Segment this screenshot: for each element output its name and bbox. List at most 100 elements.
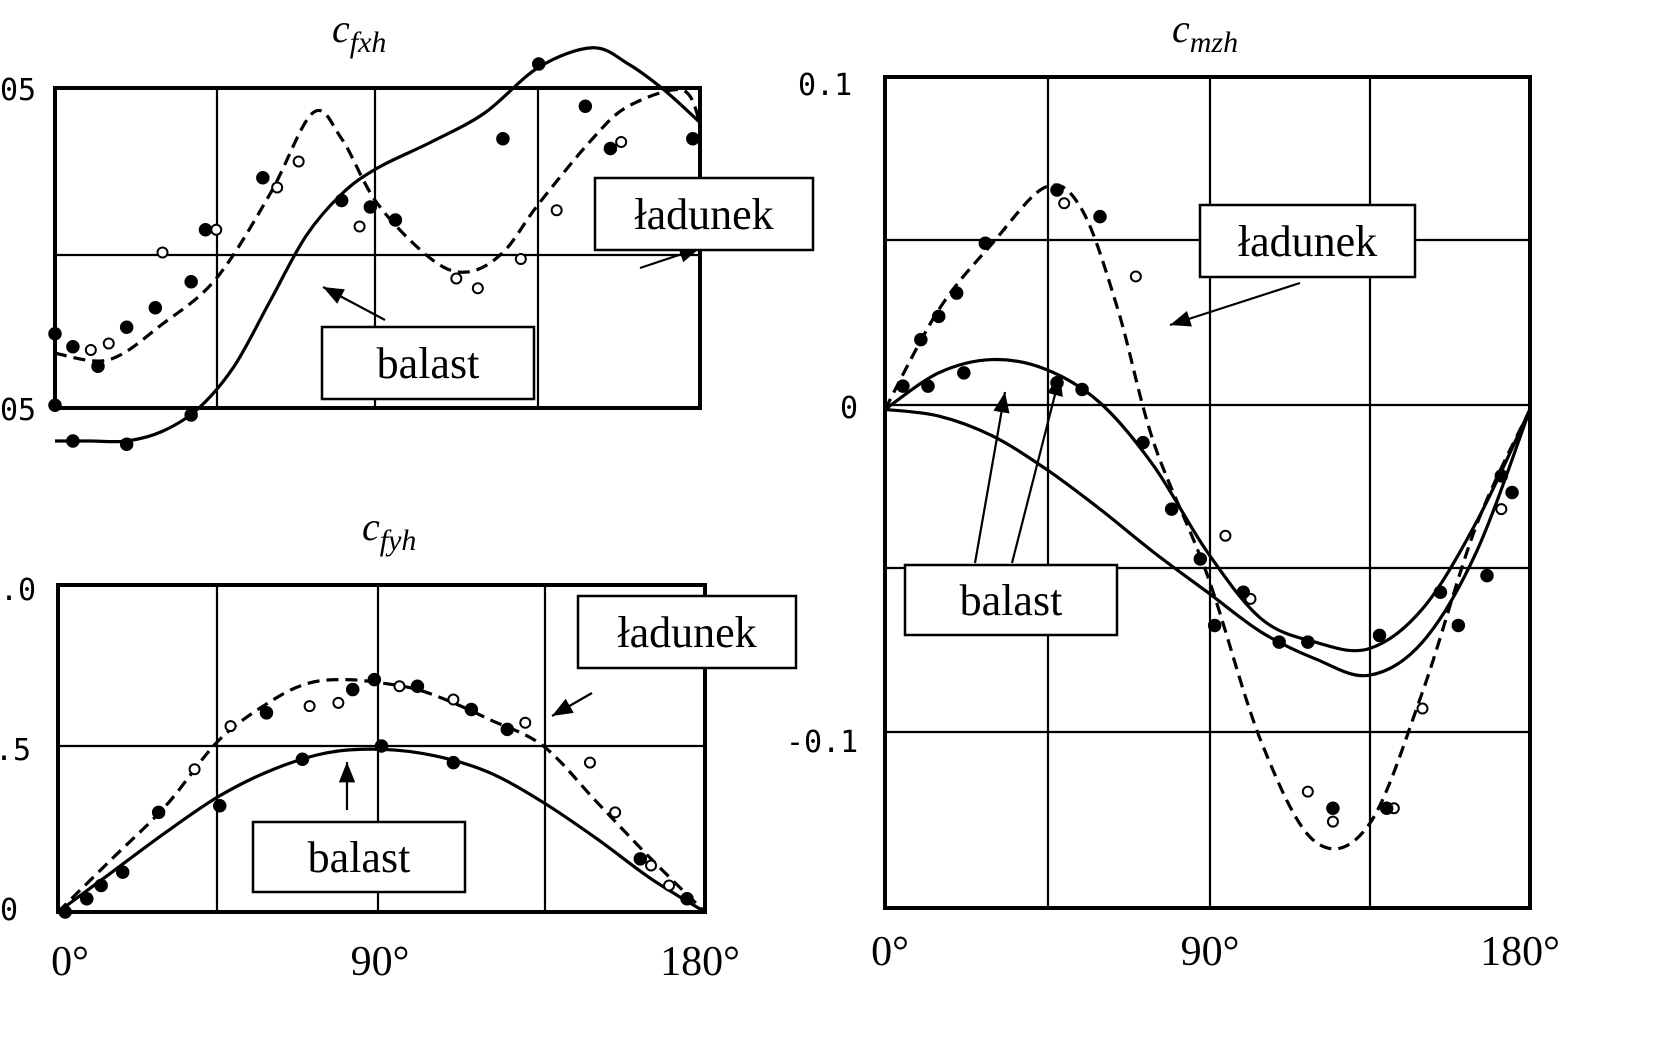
cmzh-marker-open-0	[1058, 197, 1071, 210]
cfyh-marker-filled-0	[58, 905, 72, 919]
cfyh-marker-filled-5	[213, 799, 227, 813]
cfyh-marker-filled-4	[151, 805, 166, 820]
cmzh-marker-filled-14	[1451, 618, 1466, 633]
cfxh-marker-filled-1	[48, 398, 62, 412]
cfxh-marker-open-8	[471, 282, 484, 295]
cfyh-marker-filled-2	[94, 878, 108, 893]
cmzh-marker-filled-2	[932, 309, 946, 324]
cmzh-xtick-2: 180°	[1480, 929, 1560, 975]
cfxh-annotation-box-0	[593, 176, 815, 252]
cmzh-ytick-0: 0.1	[798, 68, 852, 103]
cmzh-marker-filled-18	[957, 366, 971, 380]
cfyh-marker-open-0	[188, 763, 201, 776]
cfyh-marker-open-10	[663, 879, 676, 892]
cfxh-marker-filled-18	[119, 437, 134, 451]
cfxh-marker-open-1	[102, 337, 115, 350]
cfyh-marker-filled-15	[633, 852, 648, 866]
cfxh-marker-filled-8	[256, 171, 270, 185]
cmzh-marker-filled-1	[914, 332, 928, 347]
cmzh-marker-filled-5	[1050, 183, 1064, 197]
cmzh-annotation-1: balast	[960, 576, 1063, 625]
cfyh-ytick-1: .5	[0, 733, 31, 768]
cmzh-annotation-0: ładunek	[1238, 217, 1377, 266]
cmzh-marker-open-8	[1495, 503, 1508, 516]
cfxh-marker-filled-7	[198, 223, 213, 237]
cmzh-marker-filled-12	[1326, 801, 1340, 816]
cmzh-series-2	[884, 407, 1532, 678]
cmzh-marker-filled-17	[921, 379, 935, 393]
cfyh-title: cfyh	[362, 504, 416, 557]
cmzh-marker-open-1	[1129, 270, 1142, 283]
cfyh-arrowhead-0-0	[552, 698, 574, 716]
cmzh-marker-open-2	[1219, 529, 1232, 542]
cmzh-marker-filled-9	[1207, 618, 1222, 633]
cmzh-annotation-box-1	[903, 563, 1119, 637]
cmzh-xtick-0: 0°	[871, 929, 909, 975]
cfyh-xtick-1: 90°	[351, 939, 410, 985]
cfyh-panel: cfyh .0 .5 0 0° 90° 180° ładunek balast	[0, 504, 798, 985]
cfxh-marker-filled-16	[686, 132, 700, 146]
cmzh-arrowhead-1-1	[1047, 375, 1063, 397]
cmzh-marker-filled-3	[949, 286, 964, 300]
cfyh-ytick-0: .0	[0, 573, 36, 608]
cmzh-marker-filled-11	[1272, 635, 1286, 649]
cfxh-marker-filled-9	[334, 193, 349, 208]
cmzh-marker-filled-20	[1075, 382, 1089, 397]
cfxh-marker-open-2	[156, 246, 169, 259]
cfyh-marker-filled-1	[80, 891, 94, 906]
cmzh-arrow-1-1	[1010, 374, 1062, 564]
cfxh-marker-open-4	[271, 181, 284, 194]
cfxh-annotation-box-1	[320, 325, 536, 401]
cfyh-marker-filled-3	[115, 865, 130, 879]
cfxh-marker-filled-4	[119, 320, 134, 334]
cfxh-marker-open-5	[292, 155, 305, 168]
cfyh-marker-filled-10	[464, 702, 479, 717]
cfxh-marker-open-11	[615, 136, 628, 148]
cfxh-arrowhead-1-0	[323, 287, 345, 304]
cfyh-marker-open-3	[332, 696, 345, 709]
cfyh-series-0	[56, 677, 707, 914]
cmzh-ytick-1: 0	[840, 391, 858, 426]
cfyh-annotation-1: balast	[308, 833, 411, 882]
cmzh-xtick-1: 90°	[1181, 929, 1240, 975]
cfyh-marker-open-5	[447, 693, 460, 706]
cfxh-marker-filled-6	[184, 275, 198, 289]
cfxh-marker-filled-5	[148, 301, 163, 315]
cmzh-marker-filled-8	[1193, 552, 1208, 566]
cmzh-marker-filled-16	[1505, 485, 1519, 500]
cmzh-arrowhead-1-0	[993, 392, 1010, 414]
cfxh-marker-filled-19	[184, 408, 198, 422]
cfyh-marker-open-6	[519, 716, 532, 729]
cfxh-marker-filled-12	[496, 132, 510, 146]
cfyh-marker-filled-14	[446, 755, 461, 770]
cfyh-annotation-box-0	[576, 594, 798, 670]
cfxh-panel: cfxh05005ładunekbalast	[0, 6, 815, 451]
cfyh-marker-open-1	[224, 720, 237, 733]
cfxh-marker-filled-0	[48, 327, 62, 341]
cmzh-arrow-1-0	[973, 391, 1007, 564]
cmzh-marker-filled-24	[1433, 585, 1448, 599]
cfxh-marker-open-9	[514, 253, 527, 265]
cfyh-marker-open-2	[303, 700, 316, 713]
cmzh-marker-filled-13	[1379, 801, 1394, 816]
cfxh-marker-filled-11	[388, 213, 403, 227]
cfyh-annotation-box-1	[251, 820, 467, 894]
cfyh-marker-open-9	[645, 859, 658, 872]
cfxh-ytick-2: 05	[0, 393, 36, 428]
cfxh-marker-filled-17	[66, 434, 80, 448]
cfyh-marker-filled-13	[374, 739, 389, 753]
cfyh-frame	[56, 583, 707, 914]
cfyh-marker-filled-12	[295, 752, 310, 767]
cfxh-series-0	[54, 87, 702, 363]
cmzh-marker-filled-22	[1301, 635, 1315, 649]
cfxh-marker-open-0	[84, 344, 97, 356]
cfyh-marker-filled-7	[345, 682, 360, 697]
cfyh-xtick-0: 0°	[51, 939, 89, 985]
cfxh-marker-filled-10	[363, 200, 378, 214]
cmzh-arrow-0-0	[1169, 281, 1301, 327]
cmzh-arrowhead-0-0	[1170, 310, 1192, 327]
cfxh-marker-open-3	[210, 223, 223, 236]
cmzh-title: cmzh	[1172, 6, 1238, 59]
cmzh-marker-filled-21	[1136, 435, 1150, 450]
